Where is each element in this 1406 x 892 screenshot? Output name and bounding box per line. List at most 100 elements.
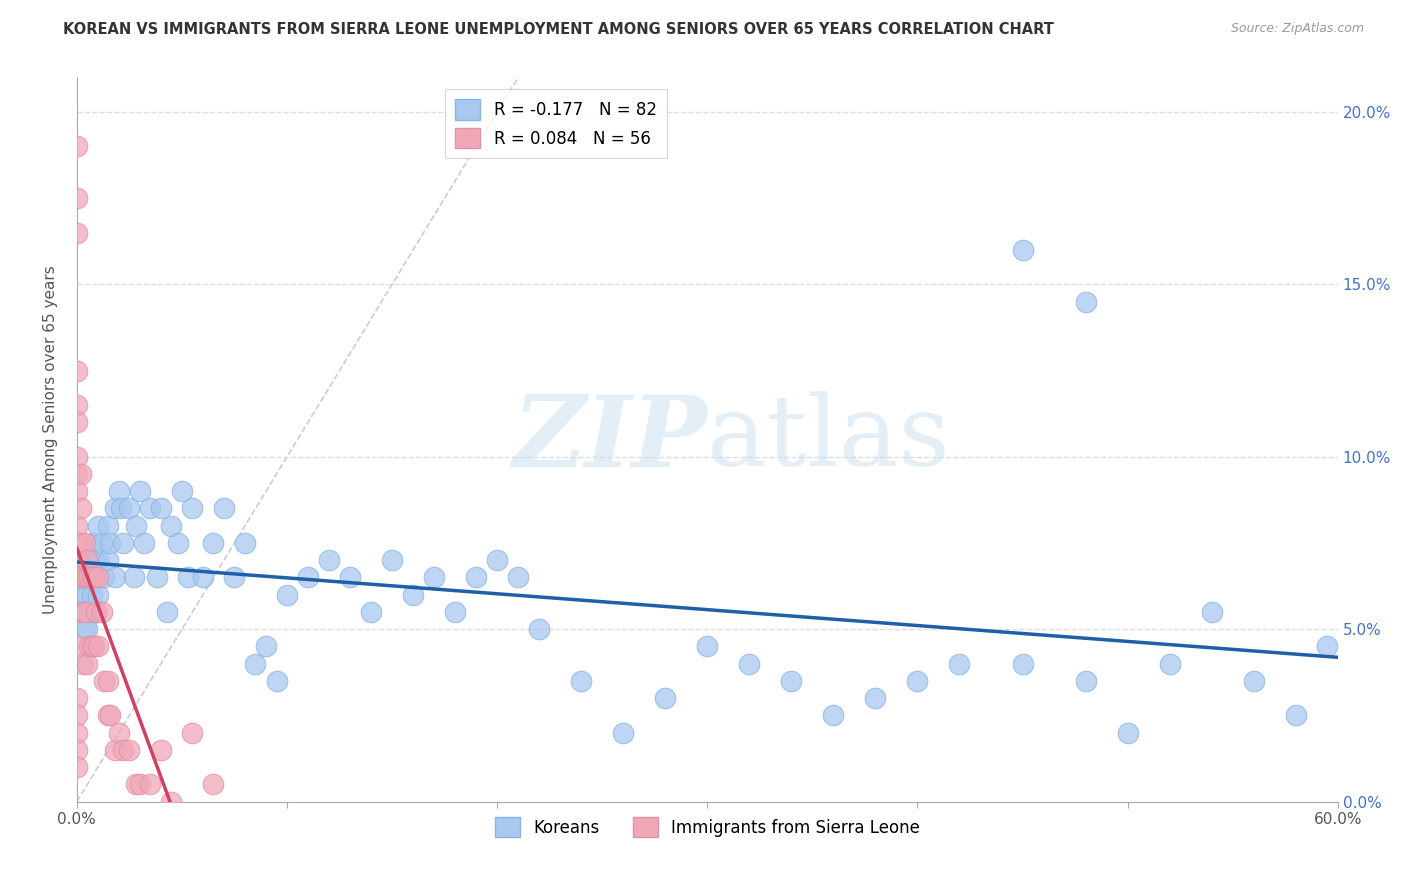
Text: ZIP: ZIP xyxy=(512,392,707,488)
Point xyxy=(66,691,89,706)
Point xyxy=(66,743,89,757)
Point xyxy=(145,570,167,584)
Point xyxy=(66,725,89,739)
Point xyxy=(72,605,94,619)
Point xyxy=(104,570,127,584)
Point xyxy=(948,657,970,671)
Point xyxy=(108,725,131,739)
Point xyxy=(233,536,256,550)
Point xyxy=(66,139,89,153)
Point xyxy=(118,501,141,516)
Point xyxy=(91,536,114,550)
Point xyxy=(79,640,101,654)
Point xyxy=(508,570,530,584)
Point xyxy=(66,450,89,464)
Point xyxy=(202,777,225,791)
Point xyxy=(118,743,141,757)
Point xyxy=(76,553,98,567)
Point xyxy=(139,501,162,516)
Point xyxy=(72,605,94,619)
Point xyxy=(66,640,89,654)
Point xyxy=(486,553,509,567)
Point xyxy=(125,518,148,533)
Point xyxy=(79,570,101,584)
Legend: Koreans, Immigrants from Sierra Leone: Koreans, Immigrants from Sierra Leone xyxy=(488,810,927,844)
Point xyxy=(97,708,120,723)
Point xyxy=(87,588,110,602)
Point xyxy=(297,570,319,584)
Point xyxy=(100,708,122,723)
Point xyxy=(149,501,172,516)
Point xyxy=(212,501,235,516)
Point xyxy=(149,743,172,757)
Point xyxy=(202,536,225,550)
Point xyxy=(75,605,97,619)
Point xyxy=(1316,640,1339,654)
Point xyxy=(87,553,110,567)
Point xyxy=(80,588,103,602)
Point xyxy=(80,570,103,584)
Point xyxy=(1074,294,1097,309)
Point xyxy=(75,536,97,550)
Point xyxy=(129,484,152,499)
Point xyxy=(87,640,110,654)
Point xyxy=(224,570,246,584)
Point xyxy=(1285,708,1308,723)
Point xyxy=(100,536,122,550)
Point xyxy=(108,484,131,499)
Point xyxy=(66,415,89,429)
Point xyxy=(1116,725,1139,739)
Point xyxy=(465,570,488,584)
Point xyxy=(66,518,89,533)
Point xyxy=(1011,657,1033,671)
Point xyxy=(1074,673,1097,688)
Point xyxy=(177,570,200,584)
Point xyxy=(72,657,94,671)
Point xyxy=(181,725,204,739)
Point xyxy=(83,570,105,584)
Point xyxy=(181,501,204,516)
Point xyxy=(84,605,107,619)
Point xyxy=(84,605,107,619)
Point xyxy=(83,536,105,550)
Point xyxy=(907,673,929,688)
Point xyxy=(612,725,634,739)
Point xyxy=(75,588,97,602)
Point xyxy=(191,570,214,584)
Point xyxy=(70,501,93,516)
Point xyxy=(66,553,89,567)
Point xyxy=(76,570,98,584)
Point xyxy=(129,777,152,791)
Point xyxy=(75,570,97,584)
Point xyxy=(66,484,89,499)
Point xyxy=(87,570,110,584)
Point xyxy=(1159,657,1181,671)
Point xyxy=(569,673,592,688)
Point xyxy=(110,501,132,516)
Point xyxy=(97,673,120,688)
Point xyxy=(66,708,89,723)
Point xyxy=(75,622,97,636)
Point xyxy=(93,673,115,688)
Point xyxy=(170,484,193,499)
Point xyxy=(66,363,89,377)
Point xyxy=(91,605,114,619)
Text: Source: ZipAtlas.com: Source: ZipAtlas.com xyxy=(1230,22,1364,36)
Point xyxy=(66,226,89,240)
Point xyxy=(134,536,156,550)
Point xyxy=(166,536,188,550)
Point xyxy=(66,570,89,584)
Point xyxy=(125,777,148,791)
Point xyxy=(112,536,135,550)
Point xyxy=(66,191,89,205)
Point xyxy=(87,518,110,533)
Point xyxy=(84,553,107,567)
Point xyxy=(1011,243,1033,257)
Point xyxy=(444,605,467,619)
Point xyxy=(339,570,361,584)
Point xyxy=(83,570,105,584)
Point xyxy=(76,622,98,636)
Point xyxy=(696,640,718,654)
Point xyxy=(97,518,120,533)
Point xyxy=(527,622,550,636)
